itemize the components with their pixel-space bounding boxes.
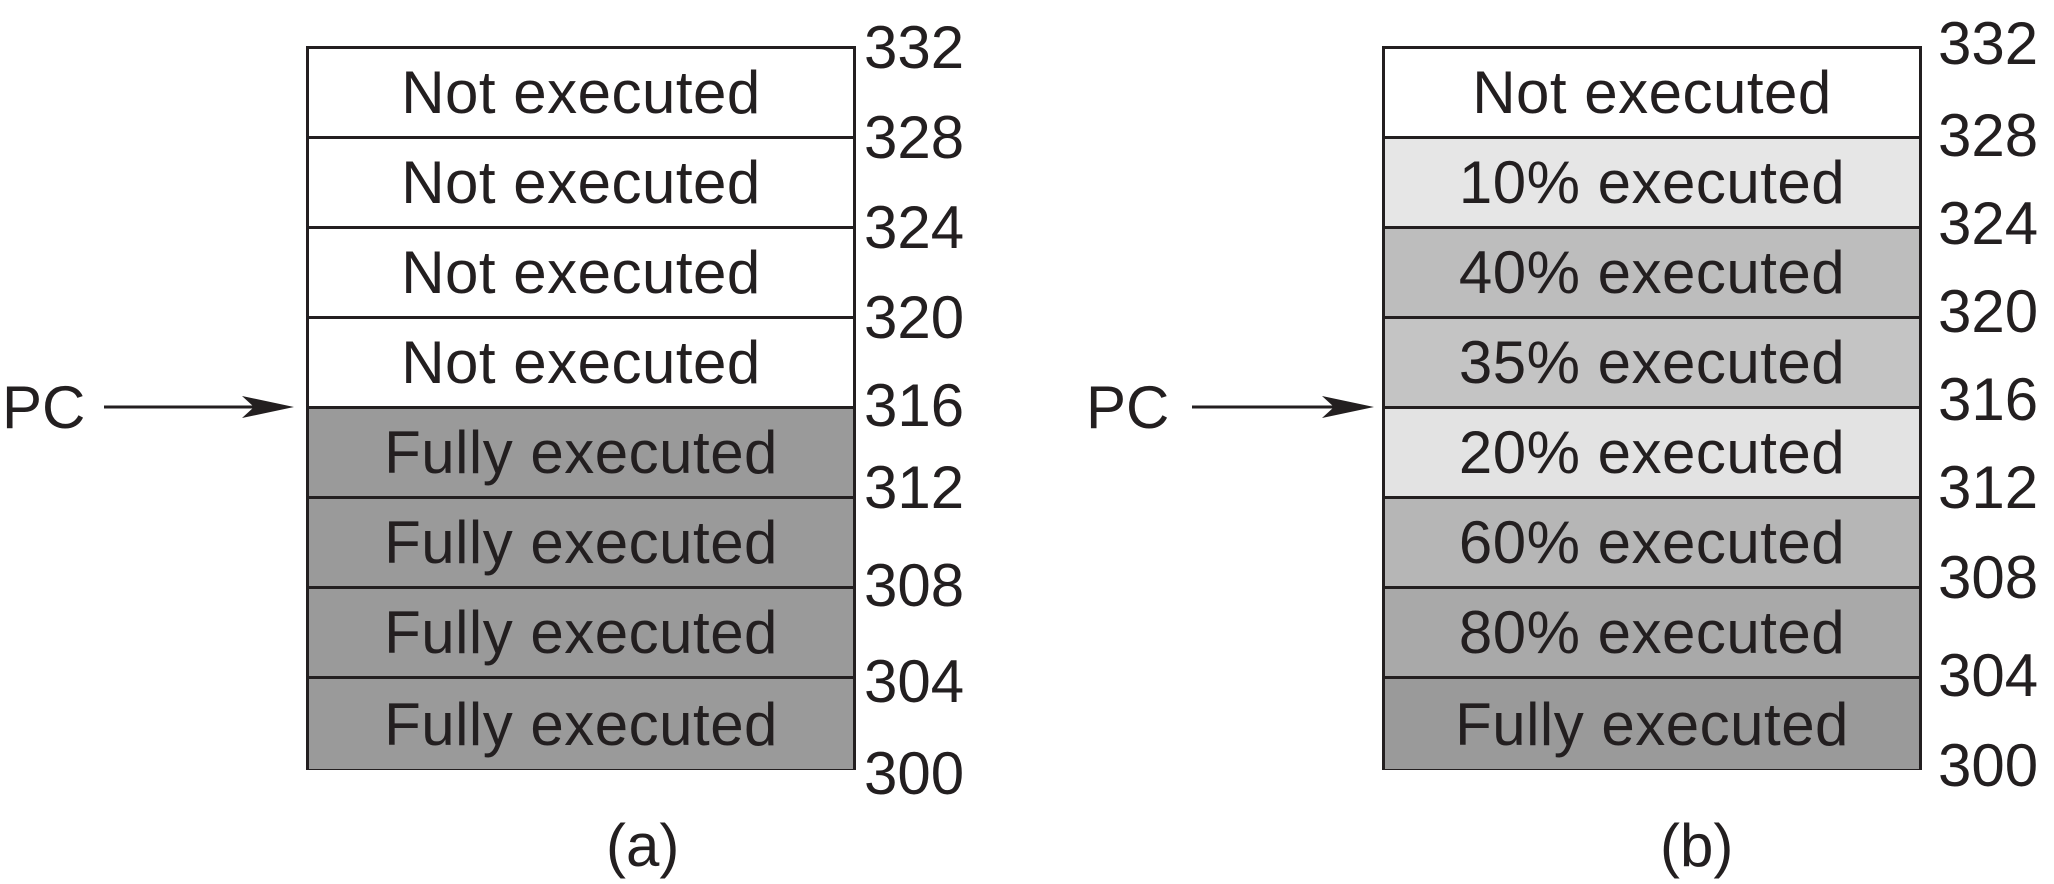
address-label: 328 [1938, 102, 2039, 169]
address-label: 312 [864, 454, 965, 521]
panel-caption: (a) [606, 812, 680, 879]
instruction-cell: Not executed [309, 319, 853, 409]
cell-label: 60% executed [1458, 509, 1846, 576]
instruction-cell: 10% executed [1385, 139, 1919, 229]
instruction-cell: Not executed [1385, 49, 1919, 139]
instruction-cell: 80% executed [1385, 589, 1919, 679]
address-label: 304 [864, 648, 965, 715]
instruction-cell: 40% executed [1385, 229, 1919, 319]
instruction-cell: Not executed [309, 49, 853, 139]
cell-label: Not executed [1472, 59, 1832, 126]
address-label: 332 [864, 14, 965, 81]
address-label: 316 [1938, 366, 2039, 433]
cell-label: 80% executed [1458, 599, 1846, 666]
instruction-cell: Fully executed [309, 409, 853, 499]
instruction-cell: 60% executed [1385, 499, 1919, 589]
cell-label: 35% executed [1458, 329, 1846, 396]
cell-label: Fully executed [384, 509, 778, 576]
panel-a: Not executed Not executed Not executed N… [2, 14, 965, 879]
address-label: 324 [864, 194, 965, 261]
panel-caption: (b) [1660, 812, 1734, 879]
pc-label: PC [1086, 374, 1170, 441]
cell-label: 20% executed [1458, 419, 1846, 486]
address-label: 316 [864, 372, 965, 439]
cell-label: 10% executed [1458, 149, 1846, 216]
panel-b: Not executed 10% executed 40% executed 3… [1086, 0, 2054, 884]
cell-label: Not executed [401, 59, 761, 126]
address-label: 332 [1938, 10, 2039, 77]
pc-label: PC [2, 374, 86, 441]
instruction-cell: 20% executed [1385, 409, 1919, 499]
address-label: 300 [864, 740, 965, 807]
instruction-cell: Fully executed [309, 679, 853, 769]
address-label: 320 [1938, 278, 2039, 345]
cell-label: Fully executed [384, 599, 778, 666]
instruction-cell: Fully executed [1385, 679, 1919, 769]
address-label: 308 [864, 552, 965, 619]
cell-label: 40% executed [1458, 239, 1846, 306]
address-label: 300 [1938, 732, 2039, 799]
address-label: 308 [1938, 544, 2039, 611]
instruction-cell: Fully executed [309, 589, 853, 679]
instruction-stack: Not executed Not executed Not executed N… [306, 46, 856, 770]
address-label: 304 [1938, 642, 2039, 709]
cell-label: Fully executed [384, 419, 778, 486]
address-label: 312 [1938, 454, 2039, 521]
instruction-stack: Not executed 10% executed 40% executed 3… [1382, 46, 1922, 770]
pc-arrow-icon [1192, 396, 1374, 418]
pc-arrow-icon [104, 396, 294, 418]
address-label: 328 [864, 104, 965, 171]
instruction-cell: Not executed [309, 229, 853, 319]
cell-label: Fully executed [384, 690, 778, 758]
cell-label: Fully executed [1455, 690, 1849, 758]
instruction-cell: Not executed [309, 139, 853, 229]
cell-label: Not executed [401, 149, 761, 216]
cell-label: Not executed [401, 239, 761, 306]
instruction-cell: Fully executed [309, 499, 853, 589]
address-label: 324 [1938, 190, 2039, 257]
cell-label: Not executed [401, 329, 761, 396]
instruction-cell: 35% executed [1385, 319, 1919, 409]
address-label: 320 [864, 284, 965, 351]
